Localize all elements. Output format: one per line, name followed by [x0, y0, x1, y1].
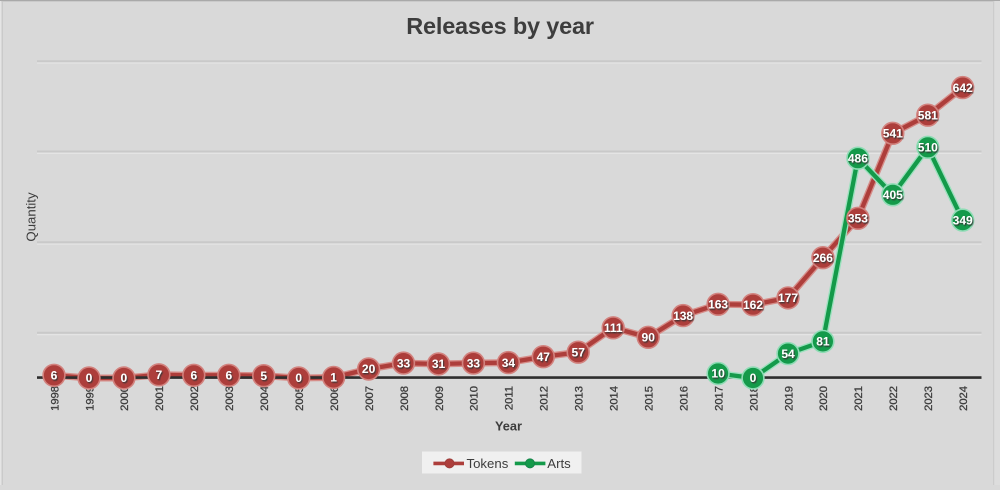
svg-text:2013: 2013 [574, 386, 586, 411]
svg-text:7: 7 [156, 368, 163, 382]
svg-text:Arts: Arts [547, 456, 571, 471]
svg-text:2004: 2004 [259, 386, 271, 411]
svg-text:20: 20 [362, 362, 376, 376]
svg-text:353: 353 [848, 212, 868, 226]
svg-text:31: 31 [432, 357, 446, 371]
svg-text:33: 33 [397, 356, 411, 370]
svg-text:111: 111 [604, 321, 623, 335]
svg-text:2021: 2021 [853, 386, 865, 411]
svg-text:138: 138 [673, 309, 693, 323]
svg-text:266: 266 [813, 251, 833, 265]
svg-text:10: 10 [711, 367, 725, 381]
svg-text:0: 0 [86, 371, 93, 385]
svg-text:Year: Year [495, 419, 522, 434]
svg-text:510: 510 [918, 141, 938, 155]
svg-text:1999: 1999 [84, 386, 96, 411]
svg-text:642: 642 [953, 81, 973, 95]
svg-text:2006: 2006 [329, 386, 341, 411]
svg-text:81: 81 [816, 335, 830, 349]
svg-text:2015: 2015 [644, 386, 656, 411]
svg-text:2007: 2007 [364, 386, 376, 411]
svg-text:2016: 2016 [678, 386, 690, 411]
svg-text:1: 1 [330, 371, 337, 385]
svg-text:54: 54 [781, 347, 795, 361]
svg-text:57: 57 [572, 345, 586, 359]
svg-text:0: 0 [750, 371, 757, 385]
svg-text:2019: 2019 [783, 386, 795, 411]
svg-text:0: 0 [295, 371, 302, 385]
svg-text:541: 541 [883, 127, 903, 141]
svg-text:2023: 2023 [923, 386, 935, 411]
svg-text:34: 34 [502, 356, 516, 370]
svg-text:6: 6 [190, 369, 197, 383]
svg-text:2022: 2022 [888, 386, 900, 411]
svg-text:2014: 2014 [609, 386, 621, 411]
svg-text:1998: 1998 [49, 386, 61, 411]
svg-text:581: 581 [918, 108, 938, 122]
svg-text:2002: 2002 [189, 386, 201, 411]
svg-text:486: 486 [848, 151, 868, 165]
svg-text:Quantity: Quantity [24, 192, 39, 242]
svg-text:405: 405 [883, 188, 903, 202]
svg-text:2009: 2009 [434, 386, 446, 411]
svg-text:2017: 2017 [713, 386, 725, 411]
svg-text:Releases by year: Releases by year [406, 13, 594, 39]
svg-text:Tokens: Tokens [467, 456, 509, 471]
svg-text:162: 162 [743, 298, 763, 312]
svg-text:2011: 2011 [504, 386, 516, 410]
svg-text:2003: 2003 [224, 386, 236, 411]
svg-text:2024: 2024 [958, 386, 970, 411]
svg-text:2010: 2010 [469, 386, 481, 411]
svg-text:2005: 2005 [294, 386, 306, 411]
svg-text:5: 5 [260, 369, 267, 383]
svg-text:2020: 2020 [818, 386, 830, 411]
svg-text:2012: 2012 [539, 386, 551, 411]
svg-text:90: 90 [642, 331, 656, 345]
svg-text:6: 6 [225, 369, 232, 383]
svg-text:2001: 2001 [154, 386, 166, 411]
svg-text:33: 33 [467, 356, 481, 370]
svg-text:6: 6 [51, 369, 58, 383]
svg-text:47: 47 [537, 350, 551, 364]
svg-text:349: 349 [953, 213, 973, 227]
svg-text:2018: 2018 [748, 386, 760, 411]
svg-text:0: 0 [121, 371, 128, 385]
svg-text:163: 163 [708, 298, 728, 312]
svg-text:2008: 2008 [399, 386, 411, 411]
svg-text:2000: 2000 [119, 386, 131, 411]
svg-text:177: 177 [778, 291, 798, 305]
